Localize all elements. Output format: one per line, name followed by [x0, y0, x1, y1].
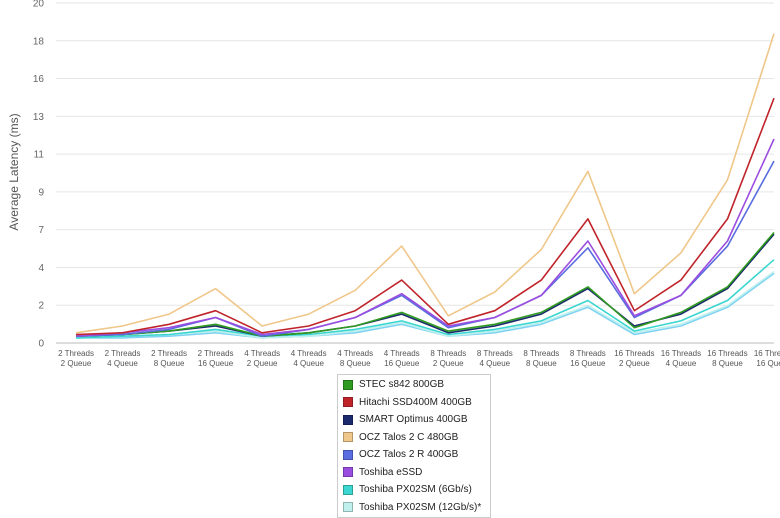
legend-label: OCZ Talos 2 R 400GB [359, 449, 459, 461]
y-tick-label: 0 [38, 339, 44, 350]
x-tick-label: 8 Threads [430, 349, 466, 358]
x-tick-label: 2 Queue [619, 359, 650, 368]
legend-swatch [343, 397, 353, 408]
y-tick-label: 9 [38, 187, 44, 198]
legend-swatch [343, 379, 353, 390]
legend-swatch [343, 484, 353, 495]
x-tick-label: 4 Queue [293, 359, 324, 368]
series-line [75, 231, 775, 338]
series-lines [75, 33, 775, 339]
x-tick-label: 8 Queue [526, 359, 557, 368]
legend: STEC s842 800GB Hitachi SSD400M 400GB SMAR… [337, 374, 491, 518]
legend-item[interactable]: OCZ Talos 2 R 400GB [338, 446, 490, 464]
x-tick-label: 16 Threads [754, 349, 780, 358]
latency-line-chart: 0 2 4 7 9 11 13 16 18 20 Average Latency (ms) 2 T… [7, 0, 780, 368]
series-line [76, 272, 775, 339]
legend-label: STEC s842 800GB [359, 379, 445, 391]
x-tick-label: 16 Queue [756, 359, 780, 368]
legend-label: SMART Optimus 400GB [359, 414, 468, 426]
series-line [75, 138, 775, 337]
legend-swatch [343, 449, 353, 460]
x-tick-label: 4 Queue [666, 359, 697, 368]
x-tick-label: 4 Queue [107, 359, 138, 368]
y-tick-label: 4 [38, 263, 44, 274]
legend-label: OCZ Talos 2 C 480GB [359, 431, 459, 443]
x-tick-label: 4 Threads [384, 349, 420, 358]
legend-item[interactable]: STEC s842 800GB [338, 376, 490, 394]
x-tick-label: 8 Queue [340, 359, 371, 368]
legend-label: Toshiba PX02SM (12Gb/s)* [359, 501, 482, 513]
legend-swatch [343, 432, 353, 443]
legend-label: Hitachi SSD400M 400GB [359, 396, 472, 408]
x-tick-label: 4 Queue [479, 359, 510, 368]
x-tick-label: 16 Threads [614, 349, 654, 358]
x-tick-label: 2 Threads [58, 349, 94, 358]
x-tick-label: 16 Queue [384, 359, 420, 368]
legend-item[interactable]: OCZ Talos 2 C 480GB [338, 429, 490, 447]
x-tick-label: 4 Threads [337, 349, 373, 358]
series-line [75, 33, 775, 334]
series-line [75, 97, 775, 336]
y-tick-label: 20 [33, 0, 45, 10]
x-tick-label: 8 Threads [523, 349, 559, 358]
y-tick-label: 7 [38, 225, 44, 236]
y-tick-label: 16 [33, 74, 45, 85]
y-axis-label: Average Latency (ms) [7, 113, 21, 230]
x-tick-label: 8 Queue [712, 359, 743, 368]
legend-swatch [343, 467, 353, 478]
x-tick-label: 4 Threads [244, 349, 280, 358]
x-tick-label: 8 Queue [154, 359, 185, 368]
y-axis-ticks: 0 2 4 7 9 11 13 16 18 20 [33, 0, 45, 350]
legend-label: Toshiba PX02SM (6Gb/s) [359, 484, 472, 496]
x-tick-label: 2 Queue [433, 359, 464, 368]
x-tick-label: 8 Threads [570, 349, 606, 358]
legend-item[interactable]: Hitachi SSD400M 400GB [338, 394, 490, 412]
legend-item[interactable]: SMART Optimus 400GB [338, 411, 490, 429]
y-tick-label: 13 [33, 112, 45, 123]
x-tick-label: 2 Threads [105, 349, 141, 358]
legend-item[interactable]: Toshiba PX02SM (12Gb/s)* [338, 499, 490, 517]
x-tick-label: 2 Queue [61, 359, 92, 368]
y-tick-label: 18 [33, 36, 45, 47]
legend-label: Toshiba eSSD [359, 466, 423, 478]
x-tick-label: 16 Queue [198, 359, 234, 368]
x-tick-label: 2 Queue [247, 359, 278, 368]
legend-swatch [343, 414, 353, 425]
x-tick-label: 16 Threads [661, 349, 701, 358]
legend-item[interactable]: Toshiba PX02SM (6Gb/s) [338, 481, 490, 499]
series-line [75, 270, 775, 339]
x-tick-label: 8 Threads [477, 349, 513, 358]
legend-swatch [343, 502, 353, 513]
x-tick-label: 16 Threads [707, 349, 747, 358]
gridlines [56, 2, 774, 344]
legend-item[interactable]: Toshiba eSSD [338, 464, 490, 482]
y-tick-label: 2 [38, 301, 44, 312]
series-line [75, 259, 775, 339]
x-tick-label: 4 Threads [291, 349, 327, 358]
y-tick-label: 11 [34, 150, 45, 161]
x-tick-label: 2 Threads [151, 349, 187, 358]
x-tick-label: 16 Queue [570, 359, 606, 368]
x-tick-label: 2 Threads [198, 349, 234, 358]
